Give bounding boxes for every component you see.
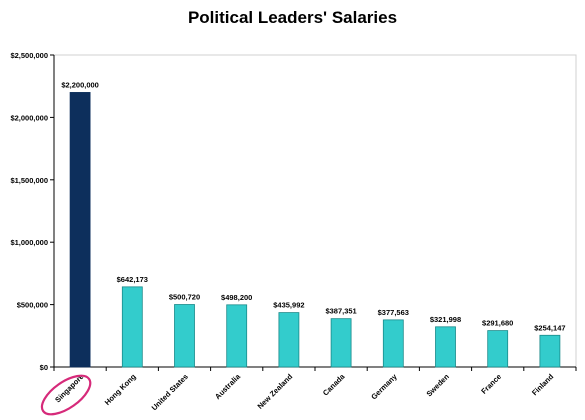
y-tick-label: $1,500,000 [10,176,48,185]
data-label: $642,173 [117,275,148,284]
x-tick-label: Sweden [425,372,452,399]
highlight-circle [40,374,92,416]
x-tick-label: Canada [321,371,347,397]
y-tick-label: $2,000,000 [10,113,48,122]
bar [435,326,456,368]
data-label: $377,563 [378,308,409,317]
x-tick-label: Australia [213,371,243,401]
bar [69,92,91,368]
bar [330,318,352,368]
x-tick-label: France [479,372,503,396]
data-label: $500,720 [169,293,200,302]
x-tick-label: New Zealand [256,372,295,411]
chart-title: Political Leaders' Salaries [187,8,398,27]
x-tick-label: United States [150,372,190,412]
data-label: $387,351 [325,307,356,316]
bar [278,312,300,368]
data-label: $321,998 [430,315,461,324]
bar [382,319,404,368]
y-tick-label: $0 [40,363,48,372]
y-tick-label: $1,000,000 [10,238,48,247]
bar [226,304,248,368]
x-tick-label: Germany [369,371,399,401]
data-label: $435,992 [273,301,304,310]
bar [487,330,509,368]
x-tick-label: Finland [530,372,556,398]
bar [539,334,561,368]
data-label: $498,200 [221,293,252,302]
data-label: $2,200,000 [61,80,99,89]
x-tick-label: Hong Kong [103,372,138,407]
y-tick-label: $500,000 [17,301,48,310]
bar [174,304,195,368]
bar [121,286,143,368]
y-tick-label: $2,500,000 [10,51,48,60]
data-label: $291,680 [482,319,513,328]
data-label: $254,147 [534,323,565,332]
